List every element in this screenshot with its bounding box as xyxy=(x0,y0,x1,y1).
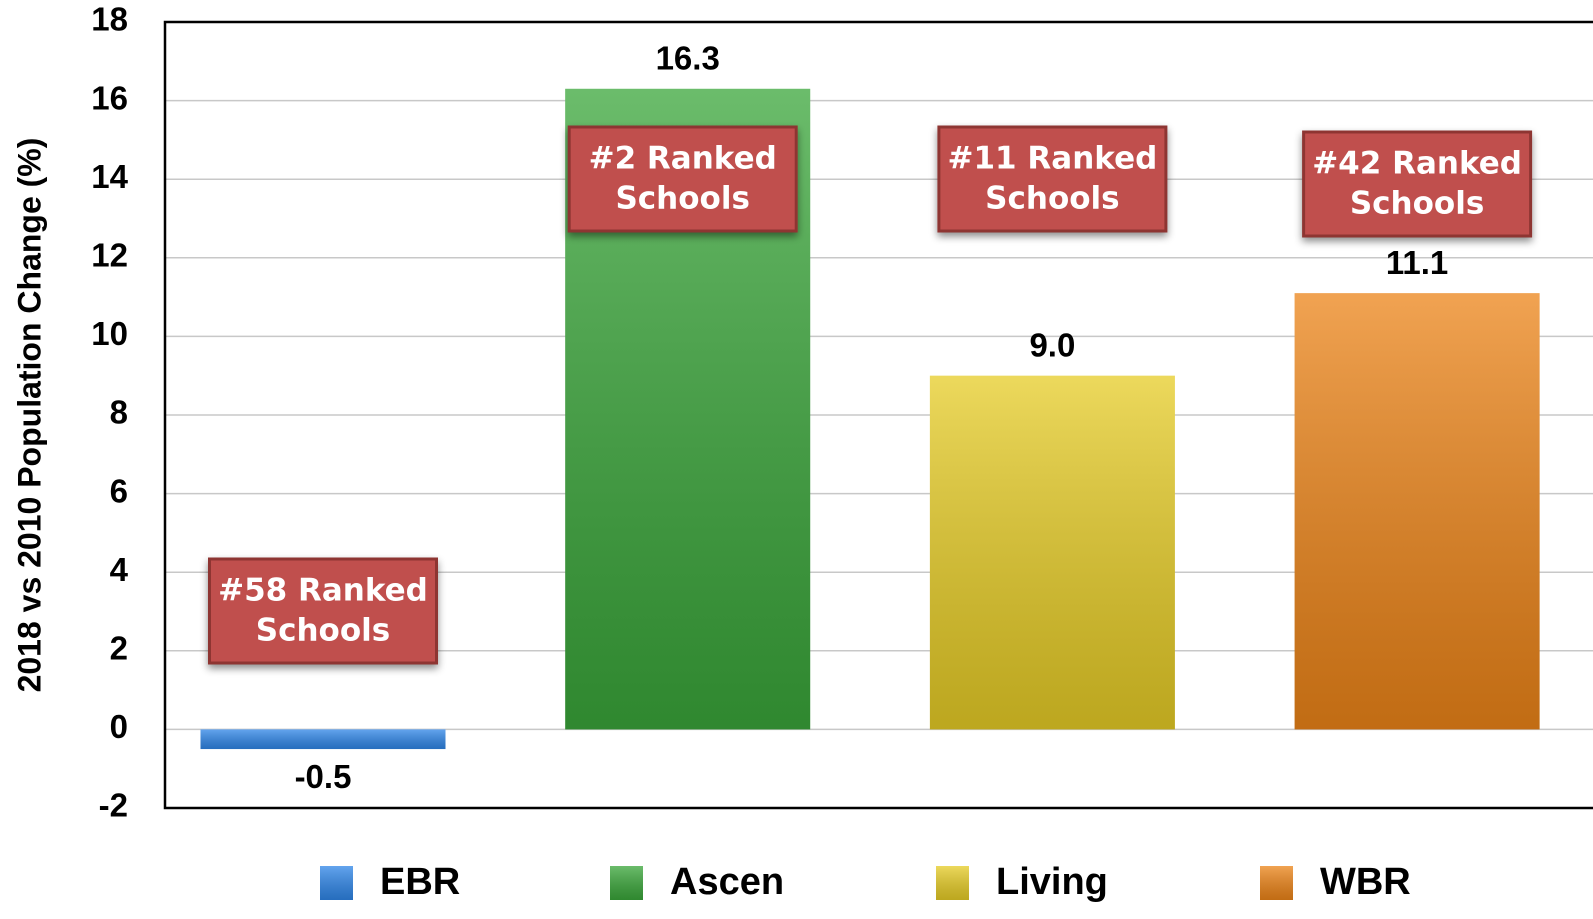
y-tick-label: 10 xyxy=(91,315,128,352)
y-tick-label: 18 xyxy=(91,1,128,38)
legend-swatch-shade xyxy=(1260,866,1293,900)
annotation-box xyxy=(1302,130,1533,238)
bar-shade xyxy=(1294,293,1540,730)
legend-swatch-shade xyxy=(936,866,969,900)
annotation: #11 Ranked Schools xyxy=(937,125,1168,233)
annotation-box xyxy=(937,125,1168,233)
y-tick-label: 6 xyxy=(110,472,128,509)
annotation-text: Schools xyxy=(615,181,749,217)
annotation-text: #2 Ranked xyxy=(589,141,777,177)
y-axis-title: 2018 vs 2010 Population Change (%) xyxy=(11,138,47,693)
annotation-box xyxy=(208,557,438,665)
value-label: 16.3 xyxy=(656,40,720,77)
y-tick-label: 4 xyxy=(110,551,129,588)
bar-shade xyxy=(200,729,446,750)
y-tick-label: 8 xyxy=(110,394,128,431)
legend-label: Living xyxy=(996,861,1108,903)
y-tick-label: 12 xyxy=(91,237,128,274)
legend-swatch-shade xyxy=(320,866,353,900)
y-tick-label: 16 xyxy=(91,79,128,116)
y-tick-label: 14 xyxy=(91,158,128,195)
annotation-box xyxy=(567,125,798,233)
value-label: -0.5 xyxy=(295,758,352,795)
bar-shade xyxy=(929,375,1175,730)
annotation-text: #11 Ranked xyxy=(948,141,1158,177)
annotation-text: Schools xyxy=(1350,186,1484,222)
annotation-text: #58 Ranked xyxy=(218,573,428,609)
plot-frame xyxy=(163,20,1593,810)
legend-label: EBR xyxy=(380,861,460,903)
y-tick-label: 0 xyxy=(110,708,128,745)
value-label: 11.1 xyxy=(1386,244,1448,281)
legend-swatch-shade xyxy=(610,866,643,900)
annotation-text: Schools xyxy=(985,181,1119,217)
annotation-text: #42 Ranked xyxy=(1312,146,1522,182)
value-label: 9.0 xyxy=(1029,326,1075,363)
legend-label: Ascen xyxy=(670,861,784,903)
y-tick-label: -2 xyxy=(99,787,128,824)
legend-label: WBR xyxy=(1320,861,1411,903)
annotation: #42 Ranked Schools xyxy=(1302,130,1533,238)
y-tick-label: 2 xyxy=(110,630,128,667)
annotation-text: Schools xyxy=(256,613,390,649)
annotation: #58 Ranked Schools xyxy=(208,557,438,665)
annotation: #2 Ranked Schools xyxy=(567,125,798,233)
